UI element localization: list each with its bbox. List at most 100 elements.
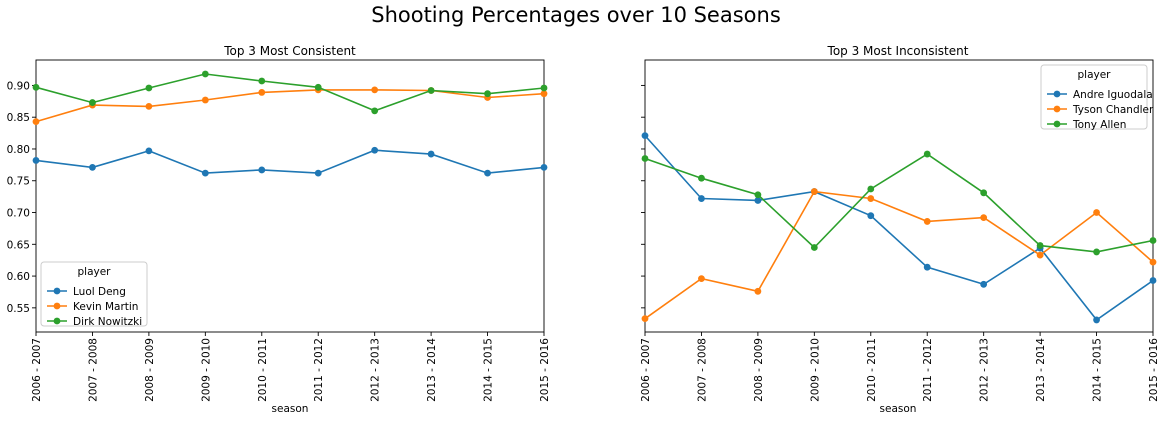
legend-marker — [1053, 120, 1061, 128]
x-tick-label: 2015 - 2016 — [539, 338, 551, 402]
data-point — [32, 157, 40, 164]
data-point — [314, 169, 322, 177]
data-point — [641, 132, 649, 140]
x-tick-label: 2006 - 2007 — [31, 338, 43, 402]
y-tick-label: 0.85 — [7, 112, 30, 124]
data-point — [754, 191, 762, 199]
y-tick-label: 0.75 — [7, 176, 30, 188]
x-tick-label: 2010 - 2011 — [866, 338, 878, 402]
data-point — [867, 185, 875, 193]
data-point — [867, 195, 875, 202]
data-point — [1036, 242, 1044, 249]
data-point — [1093, 209, 1100, 216]
legend: player Andre Iguodala Tyson Chandler Tony A… — [1040, 64, 1154, 131]
data-point — [1036, 251, 1044, 259]
data-point — [540, 164, 548, 171]
data-point — [258, 89, 266, 96]
x-tick-label: 2007 - 2008 — [87, 338, 99, 402]
x-tick-label: 2009 - 2010 — [809, 338, 821, 402]
legend-label: Andre Iguodala — [1073, 89, 1153, 101]
legend-label: Kevin Martin — [73, 301, 138, 313]
data-point — [698, 275, 705, 283]
series-line — [35, 73, 545, 112]
data-point — [641, 315, 649, 323]
data-point — [754, 287, 762, 295]
legend-marker — [1053, 90, 1061, 98]
data-point — [641, 155, 649, 162]
legend-label: Luol Deng — [73, 286, 126, 298]
legend-label: Dirk Nowitzki — [73, 316, 142, 328]
y-tick-label: 0.65 — [7, 239, 30, 251]
data-point — [427, 87, 435, 94]
data-point — [371, 107, 379, 115]
data-point — [923, 263, 931, 271]
x-tick-label: 2008 - 2009 — [753, 338, 765, 402]
x-tick-label: 2009 - 2010 — [200, 338, 212, 402]
y-tick-label: 0.70 — [7, 208, 30, 220]
series-line — [644, 153, 1154, 253]
x-tick-label: 2007 - 2008 — [696, 338, 708, 402]
data-point — [314, 83, 322, 91]
x-tick-label: 2011 - 2012 — [313, 338, 325, 402]
data-point — [923, 150, 931, 158]
panel-title: Top 3 Most Consistent — [223, 44, 356, 58]
data-point — [980, 189, 988, 197]
legend-box — [1040, 64, 1148, 130]
data-point — [32, 83, 40, 91]
data-point — [540, 84, 548, 92]
x-tick-label: 2015 - 2016 — [1148, 338, 1160, 402]
data-point — [1149, 277, 1157, 284]
data-point — [484, 90, 491, 98]
data-point — [145, 84, 153, 92]
y-tick-label: 0.90 — [7, 80, 30, 92]
series-line — [644, 135, 1154, 321]
legend-marker — [1053, 105, 1061, 113]
legend-marker — [53, 302, 61, 310]
data-point — [980, 214, 988, 222]
series-line — [644, 190, 1154, 320]
legend: player Luol Deng Kevin Martin Dirk Nowitzki — [40, 261, 148, 328]
data-point — [698, 195, 705, 202]
data-point — [1093, 248, 1100, 256]
data-point — [427, 150, 435, 158]
y-tick-label: 0.60 — [7, 271, 30, 283]
figure-suptitle: Shooting Percentages over 10 Seasons — [371, 3, 781, 27]
data-point — [1149, 237, 1157, 244]
legend-marker — [53, 287, 61, 295]
legend-title: player — [1077, 69, 1111, 81]
x-tick-label: 2011 - 2012 — [922, 338, 934, 402]
x-tick-label: 2012 - 2013 — [370, 338, 382, 402]
y-tick-label: 0.80 — [7, 144, 30, 156]
data-point — [923, 218, 931, 225]
axes-frame — [35, 59, 545, 333]
x-axis-label: season — [272, 403, 309, 415]
x-tick-label: 2013 - 2014 — [1035, 338, 1047, 402]
legend-marker — [53, 317, 61, 325]
data-point — [810, 244, 818, 251]
data-point — [32, 118, 40, 126]
series-line — [35, 89, 545, 123]
data-point — [1093, 316, 1100, 324]
data-point — [371, 86, 379, 94]
data-point — [1149, 258, 1157, 266]
x-tick-label: 2013 - 2014 — [426, 338, 438, 402]
x-axis-label: season — [880, 403, 917, 415]
x-tick-label: 2012 - 2013 — [979, 338, 991, 402]
data-point — [201, 70, 209, 78]
legend-title: player — [77, 266, 111, 278]
legend-label: Tony Allen — [1072, 119, 1126, 131]
panel-title: Top 3 Most Inconsistent — [827, 44, 969, 58]
x-tick-label: 2014 - 2015 — [483, 338, 495, 402]
legend-label: Tyson Chandler — [1072, 104, 1154, 116]
y-tick-label: 0.55 — [7, 303, 30, 315]
legend-box — [40, 261, 148, 327]
data-point — [484, 169, 491, 177]
data-point — [810, 188, 818, 195]
panel-most-inconsistent: Top 3 Most Inconsistent season 2006 - 20… — [640, 44, 1160, 415]
data-point — [540, 90, 548, 98]
series-line — [35, 149, 545, 174]
data-point — [754, 197, 762, 204]
data-point — [89, 99, 96, 106]
